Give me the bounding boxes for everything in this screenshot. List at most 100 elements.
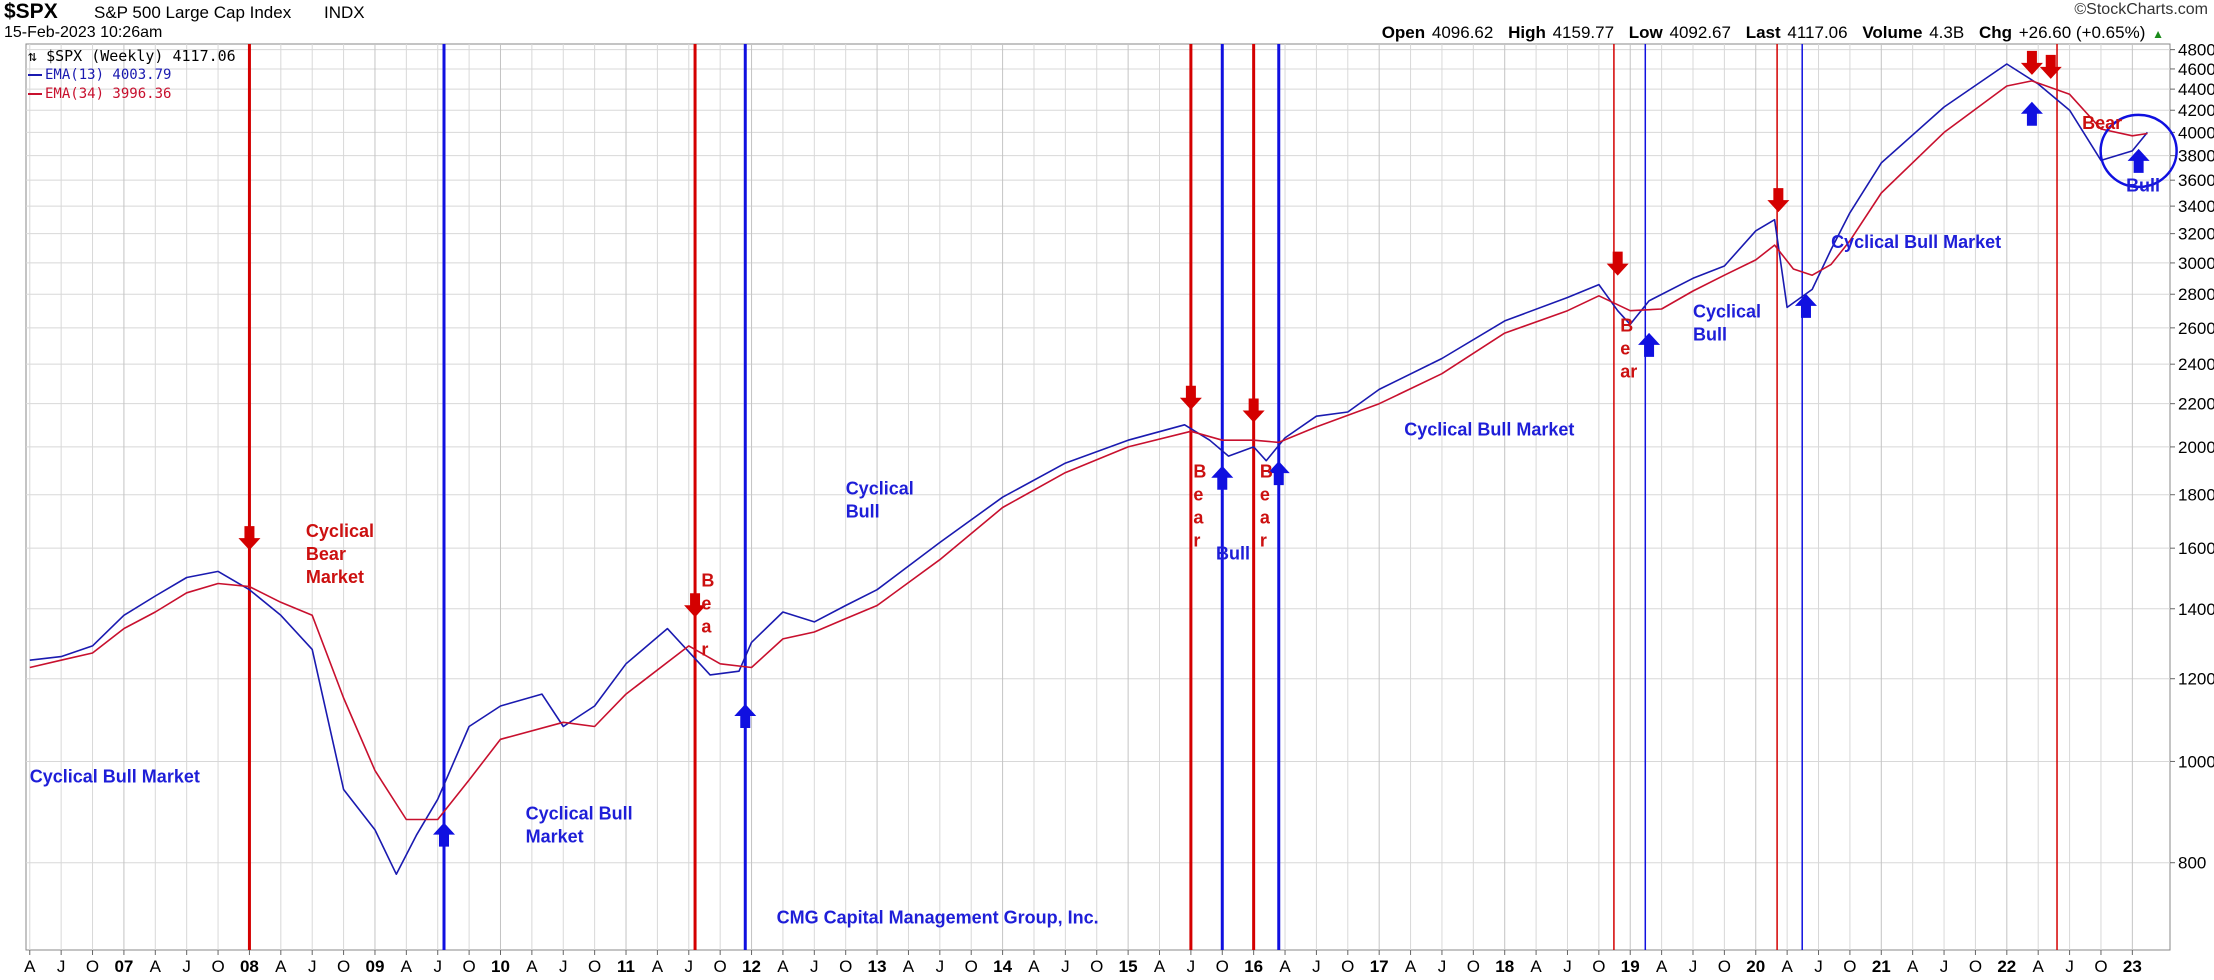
annotation-line: Bear [306, 544, 346, 564]
y-tick-label: 2000 [2178, 438, 2214, 457]
x-tick-label: J [308, 957, 317, 976]
annotation-line: a [1193, 507, 1204, 527]
y-tick-label: 2600 [2178, 319, 2214, 338]
annotation-label: Bull [1216, 544, 1250, 564]
annotation-label: Cyclical Bull Market [526, 803, 633, 846]
blue-up-arrow-icon [1794, 293, 1817, 318]
annotation-line: Market [306, 567, 364, 587]
y-tick-label: 800 [2178, 854, 2206, 873]
x-tick-label: 22 [1997, 957, 2016, 976]
annotation-line: ar [1620, 361, 1637, 381]
annotation-line: Cyclical Bull Market [1831, 232, 2001, 252]
x-tick-label: A [1530, 957, 1542, 976]
open-value: 4096.62 [1431, 23, 1494, 42]
red-down-arrow-icon [1179, 385, 1202, 410]
annotation-line: a [1260, 507, 1271, 527]
datetime-label: 15-Feb-2023 10:26am [4, 24, 163, 41]
x-tick-label: O [714, 957, 727, 976]
y-tick-label: 4000 [2178, 123, 2214, 142]
chg-value: +26.60 (+0.65%) [2018, 23, 2146, 42]
ohlc-bar: Open 4096.62 High 4159.77 Low 4092.67 La… [1382, 23, 2164, 43]
annotation-label: Bear [2082, 113, 2122, 133]
x-tick-label: J [810, 957, 819, 976]
brand-watermark: ©StockCharts.com [2074, 1, 2208, 18]
annotation-label: Cyclical Bull Market [1404, 420, 1574, 440]
volume-value: 4.3B [1929, 23, 1965, 42]
x-tick-label: J [936, 957, 945, 976]
y-tick-label: 3400 [2178, 197, 2214, 216]
annotation-line: e [701, 594, 711, 614]
blue-up-arrow-icon [2020, 101, 2043, 126]
x-tick-label: A [1028, 957, 1040, 976]
annotation-line: B [1260, 461, 1273, 481]
annotation-line: B [1193, 461, 1206, 481]
symbol-description: S&P 500 Large Cap Index [94, 3, 292, 22]
annotation-line: e [1620, 338, 1630, 358]
high-value: 4159.77 [1552, 23, 1615, 42]
x-tick-label: J [1563, 957, 1572, 976]
x-tick-label: 16 [1244, 957, 1263, 976]
x-tick-label: 19 [1621, 957, 1640, 976]
annotation-label: CMG Capital Management Group, Inc. [777, 907, 1099, 927]
annotation-line: B [701, 571, 714, 591]
x-tick-label: O [588, 957, 601, 976]
x-tick-label: 20 [1746, 957, 1765, 976]
x-tick-label: 11 [617, 957, 635, 976]
y-tick-label: 1600 [2178, 539, 2214, 558]
high-label: High [1508, 23, 1546, 42]
x-tick-label: 21 [1872, 957, 1891, 976]
x-tick-label: 15 [1119, 957, 1138, 976]
legend-price: ⇅ $SPX (Weekly) 4117.06 [28, 47, 236, 65]
annotation-line: Cyclical [306, 521, 374, 541]
blue-up-arrow-icon [433, 822, 456, 847]
annotation-line: B [1620, 315, 1633, 335]
y-tick-label: 3600 [2178, 171, 2214, 190]
chg-up-icon: ▲ [2152, 27, 2164, 41]
x-tick-label: O [1090, 957, 1103, 976]
y-tick-label: 4400 [2178, 80, 2214, 99]
y-tick-label: 4600 [2178, 60, 2214, 79]
low-value: 4092.67 [1669, 23, 1731, 42]
annotation-line: a [701, 617, 712, 637]
x-tick-label: O [1843, 957, 1856, 976]
red-down-arrow-icon [1242, 398, 1265, 423]
x-tick-label: O [86, 957, 99, 976]
chg-label: Chg [1978, 23, 2012, 42]
y-tick-label: 1800 [2178, 486, 2214, 505]
x-tick-label: 18 [1495, 957, 1514, 976]
legend-ema13-text: EMA(13) 4003.79 [45, 67, 172, 83]
annotation-line: Cyclical Bull Market [1404, 420, 1574, 440]
annotation-label: Cyclical Bear Market [306, 521, 374, 587]
x-tick-label: A [2033, 957, 2045, 976]
annotation-line: Cyclical [1693, 301, 1761, 321]
annotation-line: Bull [2126, 176, 2160, 196]
legend-ema13: EMA(13) 4003.79 [28, 67, 171, 83]
y-tick-label: 4200 [2178, 101, 2214, 120]
last-label: Last [1745, 23, 1781, 42]
blue-up-arrow-icon [1267, 461, 1290, 486]
x-tick-label: A [275, 957, 287, 976]
x-tick-label: A [24, 957, 36, 976]
x-tick-label: A [401, 957, 413, 976]
red-down-arrow-icon [684, 593, 707, 618]
blue-up-arrow-icon [1211, 465, 1234, 490]
legend-ema34: EMA(34) 3996.36 [28, 86, 171, 102]
y-tick-label: 1400 [2178, 600, 2214, 619]
x-tick-label: A [652, 957, 664, 976]
annotation-label: Cyclical Bull Market [30, 766, 200, 786]
legend-price-text: $SPX (Weekly) 4117.06 [46, 47, 236, 65]
x-tick-label: A [1907, 957, 1919, 976]
x-tick-label: 10 [491, 957, 510, 976]
annotation-label: Bull [2126, 176, 2160, 196]
x-tick-label: O [211, 957, 224, 976]
annotation-line: Bull [846, 502, 880, 522]
last-value: 4117.06 [1787, 23, 1848, 42]
blue-up-arrow-icon [1638, 332, 1661, 357]
x-tick-label: J [1814, 957, 1823, 976]
x-tick-label: O [2094, 957, 2107, 976]
annotation-line: CMG Capital Management Group, Inc. [777, 907, 1099, 927]
y-tick-label: 4800 [2178, 41, 2214, 60]
red-down-arrow-icon [2020, 50, 2043, 75]
